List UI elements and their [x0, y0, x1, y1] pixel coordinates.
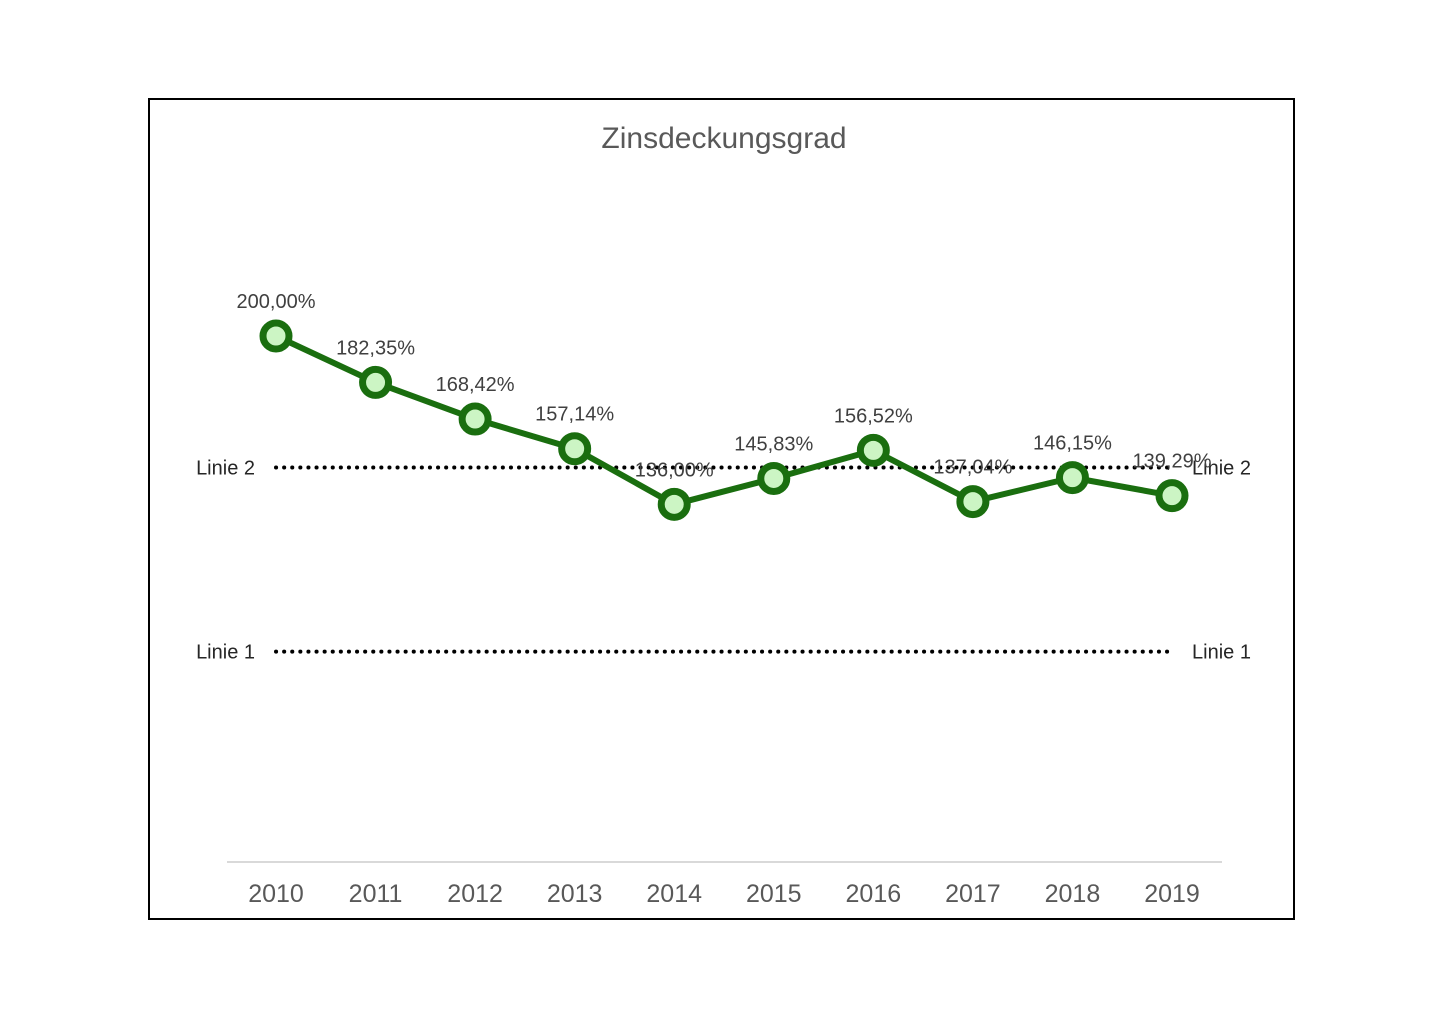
data-label: 200,00% [237, 291, 316, 313]
x-tick-label: 2017 [945, 880, 1001, 908]
data-point [856, 433, 890, 467]
data-point [259, 319, 293, 353]
data-point [359, 365, 393, 399]
reference-line-label-left: Linie 2 [196, 458, 255, 480]
x-tick-label: 2012 [447, 880, 503, 908]
x-tick-label: 2016 [846, 880, 902, 908]
x-tick-label: 2015 [746, 880, 802, 908]
x-tick-label: 2019 [1144, 880, 1200, 908]
data-label: 182,35% [336, 337, 415, 359]
chart-title: Zinsdeckungsgrad [601, 122, 846, 155]
data-label: 137,04% [933, 457, 1012, 479]
data-label: 168,42% [436, 374, 515, 396]
series-line [274, 333, 1173, 508]
data-label: 139,29% [1133, 451, 1212, 473]
data-label: 157,14% [535, 404, 614, 426]
reference-line-label-right: Linie 2 [1192, 458, 1251, 480]
data-point [757, 461, 791, 495]
data-point [956, 485, 990, 519]
data-point [458, 402, 492, 436]
x-tick-label: 2011 [349, 880, 403, 908]
data-label: 145,83% [734, 433, 813, 455]
data-point [1055, 461, 1089, 495]
data-point [558, 432, 592, 466]
data-label: 146,15% [1033, 433, 1112, 455]
chart-frame: Zinsdeckungsgrad 2010 2011 2012 2013 2014 2015… [148, 98, 1295, 920]
data-point [1155, 479, 1189, 513]
x-tick-label: 2018 [1045, 880, 1101, 908]
reference-line-label-left: Linie 1 [196, 642, 255, 664]
x-tick-label: 2013 [547, 880, 603, 908]
x-tick-label: 2010 [248, 880, 304, 908]
reference-line-label-right: Linie 1 [1192, 642, 1251, 664]
x-tick-label: 2014 [646, 880, 702, 908]
chart-svg: Zinsdeckungsgrad 2010 2011 2012 2013 2014 2015… [196, 122, 1251, 908]
data-label: 156,52% [834, 405, 913, 427]
data-point [657, 487, 691, 521]
data-label: 136,00% [635, 459, 714, 481]
